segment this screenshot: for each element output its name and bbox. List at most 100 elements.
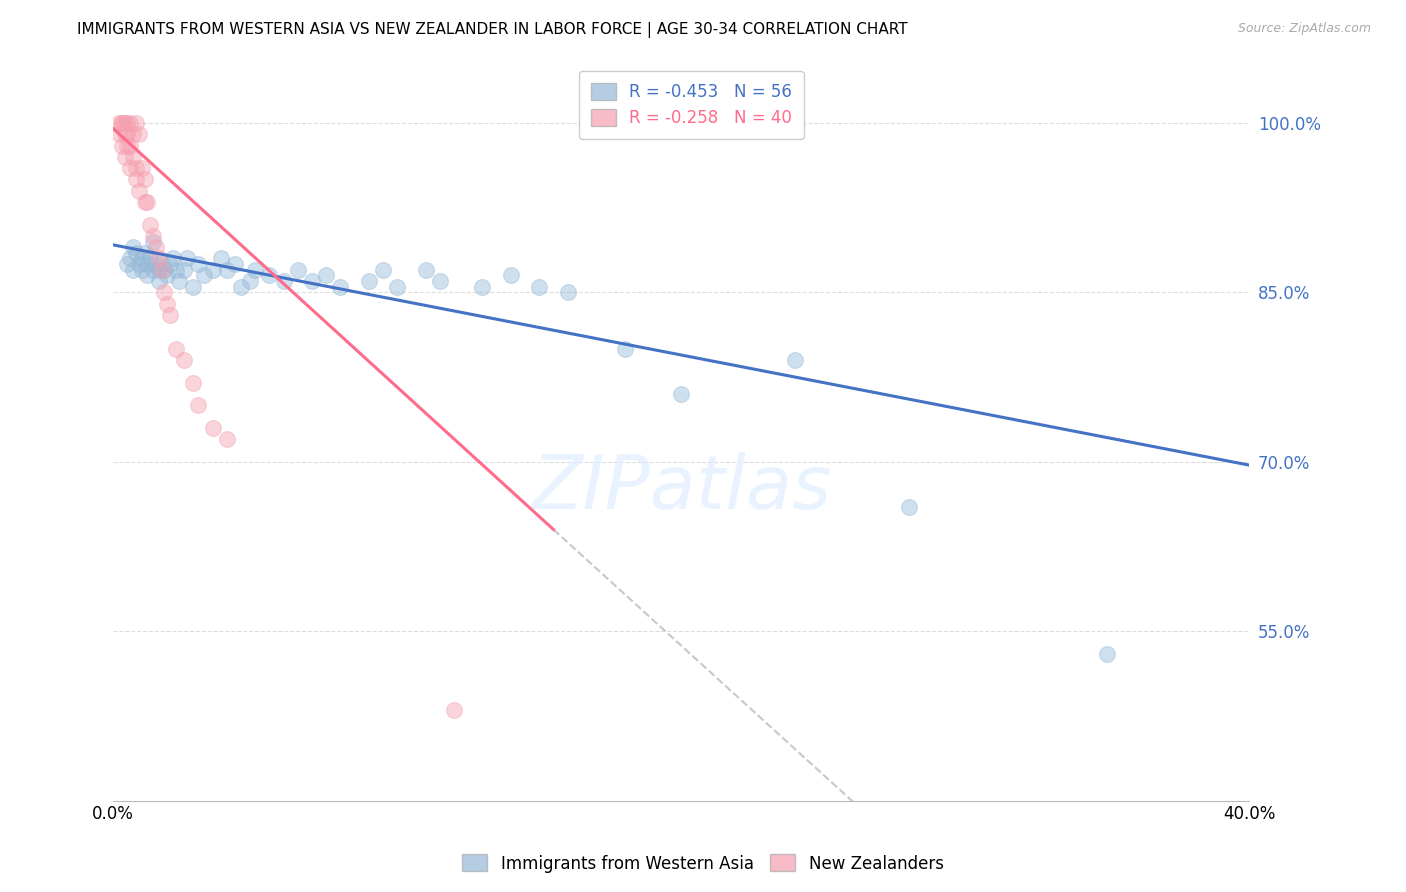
Point — [415, 262, 437, 277]
Point — [120, 161, 142, 175]
Point — [371, 262, 394, 277]
Point — [167, 274, 190, 288]
Point — [156, 268, 179, 283]
Point — [122, 127, 145, 141]
Text: IMMIGRANTS FROM WESTERN ASIA VS NEW ZEALANDER IN LABOR FORCE | AGE 30-34 CORRELA: IMMIGRANTS FROM WESTERN ASIA VS NEW ZEAL… — [77, 22, 908, 38]
Point — [165, 262, 187, 277]
Point — [111, 116, 134, 130]
Point — [783, 353, 806, 368]
Point — [201, 262, 224, 277]
Point — [134, 245, 156, 260]
Text: ZIPatlas: ZIPatlas — [531, 451, 831, 524]
Point — [117, 257, 139, 271]
Point — [259, 268, 281, 283]
Point — [229, 279, 252, 293]
Point — [471, 279, 494, 293]
Point — [128, 184, 150, 198]
Point — [142, 228, 165, 243]
Point — [142, 262, 165, 277]
Point — [429, 274, 451, 288]
Point — [136, 268, 159, 283]
Point — [131, 161, 153, 175]
Point — [122, 240, 145, 254]
Point — [301, 274, 323, 288]
Point — [122, 262, 145, 277]
Point — [131, 252, 153, 266]
Point — [187, 257, 209, 271]
Point — [120, 116, 142, 130]
Point — [128, 127, 150, 141]
Point — [215, 262, 238, 277]
Point — [114, 127, 136, 141]
Point — [114, 150, 136, 164]
Point — [176, 252, 198, 266]
Point — [287, 262, 309, 277]
Point — [215, 432, 238, 446]
Point — [443, 703, 465, 717]
Point — [148, 262, 170, 277]
Point — [209, 252, 232, 266]
Point — [165, 342, 187, 356]
Point — [315, 268, 337, 283]
Point — [273, 274, 295, 288]
Point — [148, 252, 170, 266]
Point — [193, 268, 215, 283]
Point — [148, 274, 170, 288]
Point — [120, 252, 142, 266]
Point — [125, 245, 148, 260]
Point — [499, 268, 522, 283]
Point — [159, 257, 181, 271]
Point — [108, 127, 131, 141]
Point — [125, 161, 148, 175]
Point — [125, 172, 148, 186]
Point — [128, 257, 150, 271]
Point — [122, 150, 145, 164]
Point — [120, 138, 142, 153]
Point — [357, 274, 380, 288]
Point — [671, 387, 693, 401]
Point — [125, 116, 148, 130]
Point — [131, 262, 153, 277]
Point — [117, 138, 139, 153]
Point — [134, 172, 156, 186]
Point — [173, 262, 195, 277]
Point — [159, 308, 181, 322]
Point — [239, 274, 262, 288]
Point — [162, 252, 184, 266]
Point — [181, 279, 204, 293]
Legend: R = -0.453   N = 56, R = -0.258   N = 40: R = -0.453 N = 56, R = -0.258 N = 40 — [579, 71, 804, 139]
Point — [150, 257, 173, 271]
Point — [108, 116, 131, 130]
Point — [387, 279, 409, 293]
Point — [136, 257, 159, 271]
Point — [117, 127, 139, 141]
Point — [114, 116, 136, 130]
Point — [145, 257, 167, 271]
Point — [150, 262, 173, 277]
Point — [245, 262, 267, 277]
Point — [153, 285, 176, 300]
Point — [156, 296, 179, 310]
Point — [1097, 647, 1119, 661]
Point — [329, 279, 352, 293]
Point — [142, 235, 165, 249]
Point — [224, 257, 246, 271]
Point — [111, 138, 134, 153]
Point — [557, 285, 579, 300]
Point — [111, 116, 134, 130]
Point — [529, 279, 551, 293]
Point — [173, 353, 195, 368]
Legend: Immigrants from Western Asia, New Zealanders: Immigrants from Western Asia, New Zealan… — [456, 847, 950, 880]
Point — [117, 116, 139, 130]
Point — [201, 421, 224, 435]
Point — [139, 252, 162, 266]
Point — [136, 194, 159, 209]
Point — [897, 500, 920, 514]
Point — [613, 342, 636, 356]
Point — [139, 218, 162, 232]
Point — [187, 398, 209, 412]
Point — [134, 194, 156, 209]
Point — [153, 262, 176, 277]
Text: Source: ZipAtlas.com: Source: ZipAtlas.com — [1237, 22, 1371, 36]
Point — [145, 240, 167, 254]
